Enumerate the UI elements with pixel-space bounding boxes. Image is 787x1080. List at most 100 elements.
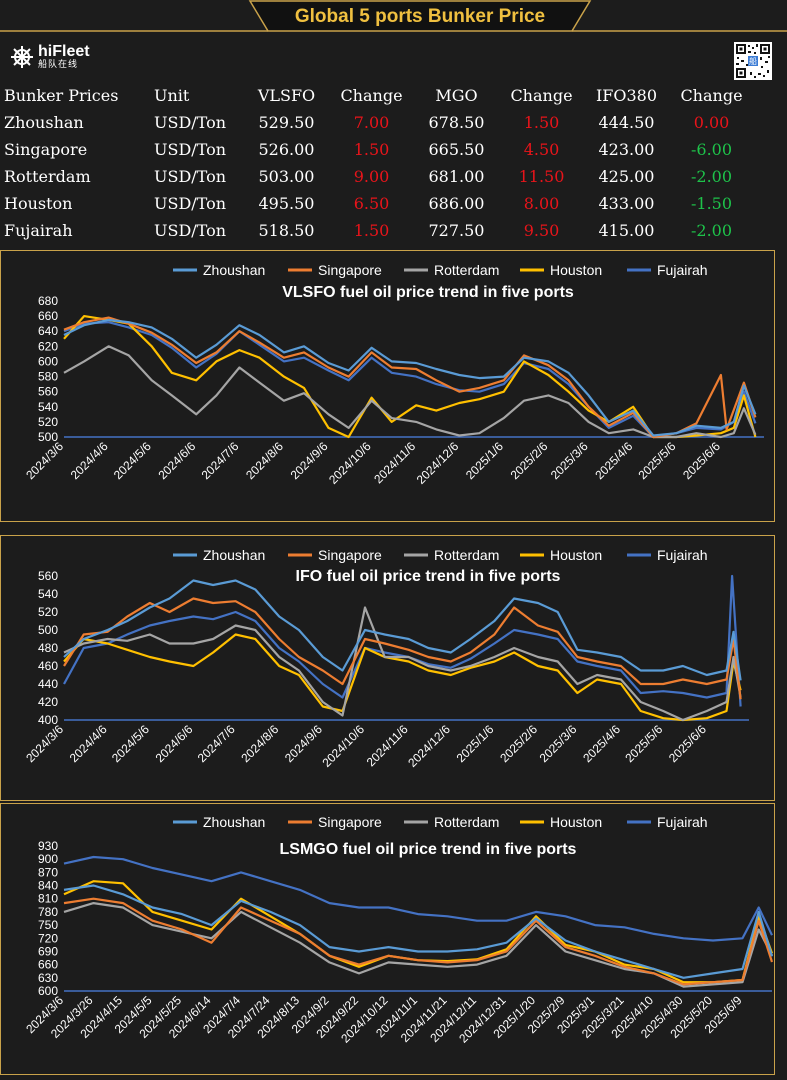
- ship-wheel-icon: [11, 46, 33, 68]
- mgo-price: 686.00: [428, 194, 485, 213]
- y-tick-label: 480: [38, 641, 58, 655]
- vlsfo-price: 495.50: [258, 194, 315, 213]
- y-tick-label: 660: [38, 309, 58, 323]
- bunker-price-table: Bunker Prices Unit VLSFO Change MGO Chan…: [0, 82, 754, 244]
- mgo-change: 1.50: [523, 113, 560, 132]
- x-tick-label: 2024/3/6: [23, 439, 66, 482]
- series-line-rotterdam: [63, 345, 757, 439]
- y-tick-label: 620: [38, 339, 58, 353]
- series-line-zhoushan: [63, 318, 757, 437]
- x-tick-label: 2024/11/6: [364, 722, 411, 769]
- y-tick-label: 840: [38, 879, 58, 893]
- port-name: Singapore: [4, 140, 88, 159]
- port-name: Rotterdam: [4, 167, 91, 186]
- y-tick-label: 420: [38, 695, 58, 709]
- brand-name-cn: 船队在线: [38, 60, 79, 70]
- vlsfo-price: 503.00: [258, 167, 315, 186]
- mgo-change: 11.50: [518, 167, 565, 186]
- mgo-change: 8.00: [523, 194, 560, 213]
- vlsfo-change: 9.00: [353, 167, 390, 186]
- vlsfo-price: 526.00: [258, 140, 315, 159]
- x-tick-label: 2024/8/6: [243, 439, 286, 482]
- qr-code: 船: [734, 42, 772, 80]
- x-tick-label: 2024/12/6: [405, 722, 453, 770]
- chart-title: LSMGO fuel oil price trend in five ports: [280, 841, 577, 858]
- ifo380-change: -2.00: [690, 167, 733, 186]
- unit-cell: USD/Ton: [154, 221, 227, 240]
- y-tick-label: 540: [38, 400, 58, 414]
- mgo-price: 681.00: [428, 167, 485, 186]
- y-tick-label: 900: [38, 852, 58, 866]
- x-tick-label: 2024/3/6: [23, 722, 66, 765]
- series-line-singapore: [63, 597, 742, 700]
- x-tick-label: 2025/3/6: [548, 439, 591, 482]
- y-tick-label: 780: [38, 905, 58, 919]
- y-tick-label: 560: [38, 385, 58, 399]
- ifo380-change: 0.00: [693, 113, 730, 132]
- x-tick-label: 2024/10/6: [319, 722, 367, 770]
- ifo380-change: -1.50: [690, 194, 733, 213]
- lsmgo-chart: Zhoushan Singapore Rotterdam Houston Fujaira…: [23, 814, 774, 1046]
- header-cell: Bunker Prices: [4, 86, 119, 105]
- series-line-singapore: [63, 897, 774, 986]
- header-cell: VLSFO: [257, 86, 316, 105]
- y-tick-label: 630: [38, 971, 58, 985]
- vlsfo-price: 518.50: [258, 221, 315, 240]
- legend-label: Fujairah: [657, 547, 708, 563]
- header-cell: Change: [510, 86, 573, 105]
- y-tick-label: 720: [38, 931, 58, 945]
- ifo380-price: 433.00: [598, 194, 655, 213]
- brand-name: hiFleet: [38, 43, 90, 60]
- mgo-change: 4.50: [523, 140, 560, 159]
- svg-text:船: 船: [749, 56, 757, 66]
- y-tick-label: 500: [38, 623, 58, 637]
- table-row: Singapore USD/Ton 526.00 1.50 665.50 4.5…: [0, 136, 754, 163]
- x-tick-label: 2024/7/6: [199, 439, 242, 482]
- x-tick-label: 2024/11/6: [371, 439, 418, 486]
- legend-label: Singapore: [318, 547, 382, 563]
- mgo-price: 727.50: [428, 221, 485, 240]
- x-tick-label: 2024/5/6: [109, 722, 152, 765]
- legend-label: Rotterdam: [434, 262, 499, 278]
- ifo380-change: -6.00: [690, 140, 733, 159]
- header-cell: Change: [340, 86, 403, 105]
- x-tick-label: 2024/9/6: [282, 722, 325, 765]
- legend-label: Fujairah: [657, 262, 708, 278]
- vlsfo-change: 7.00: [353, 113, 390, 132]
- vlsfo-change: 6.50: [353, 194, 390, 213]
- port-name: Zhoushan: [4, 113, 84, 132]
- x-tick-label: 2025/4/6: [580, 722, 623, 765]
- x-tick-label: 2025/6/6: [680, 439, 723, 482]
- y-tick-label: 640: [38, 324, 58, 338]
- port-name: Fujairah: [4, 221, 73, 240]
- y-tick-label: 600: [38, 984, 58, 998]
- vlsfo-chart: Zhoushan Singapore Rotterdam Houston Fujaira…: [23, 262, 764, 487]
- y-tick-label: 400: [38, 713, 58, 727]
- y-tick-label: 580: [38, 370, 58, 384]
- table-row: Houston USD/Ton 495.50 6.50 686.00 8.00 …: [0, 190, 754, 217]
- x-tick-label: 2024/8/6: [238, 722, 281, 765]
- ifo-chart: Zhoushan Singapore Rotterdam Houston Fujaira…: [23, 547, 749, 770]
- ifo380-price: 444.50: [598, 113, 655, 132]
- x-tick-label: 2024/10/6: [326, 439, 374, 487]
- y-tick-label: 680: [38, 294, 58, 308]
- y-tick-label: 690: [38, 944, 58, 958]
- ifo-chart-panel: Zhoushan Singapore Rotterdam Houston Fujaira…: [0, 535, 775, 801]
- x-tick-label: 2024/7/6: [195, 722, 238, 765]
- legend-label: Singapore: [318, 814, 382, 830]
- lsmgo-chart-panel: Zhoushan Singapore Rotterdam Houston Fujaira…: [0, 803, 775, 1075]
- y-tick-label: 520: [38, 605, 58, 619]
- x-tick-label: 2025/2/6: [508, 439, 551, 482]
- legend-label: Houston: [550, 814, 602, 830]
- ifo380-price: 423.00: [598, 140, 655, 159]
- legend-label: Rotterdam: [434, 547, 499, 563]
- legend-label: Rotterdam: [434, 814, 499, 830]
- hifleet-logo: hiFleet 船队在线: [10, 44, 90, 70]
- y-tick-label: 540: [38, 587, 58, 601]
- series-line-houston: [63, 880, 774, 984]
- series-line-zhoushan: [63, 884, 774, 979]
- ifo380-price: 415.00: [598, 221, 655, 240]
- x-tick-label: 2024/9/6: [288, 439, 331, 482]
- mgo-price: 665.50: [428, 140, 485, 159]
- y-tick-label: 660: [38, 958, 58, 972]
